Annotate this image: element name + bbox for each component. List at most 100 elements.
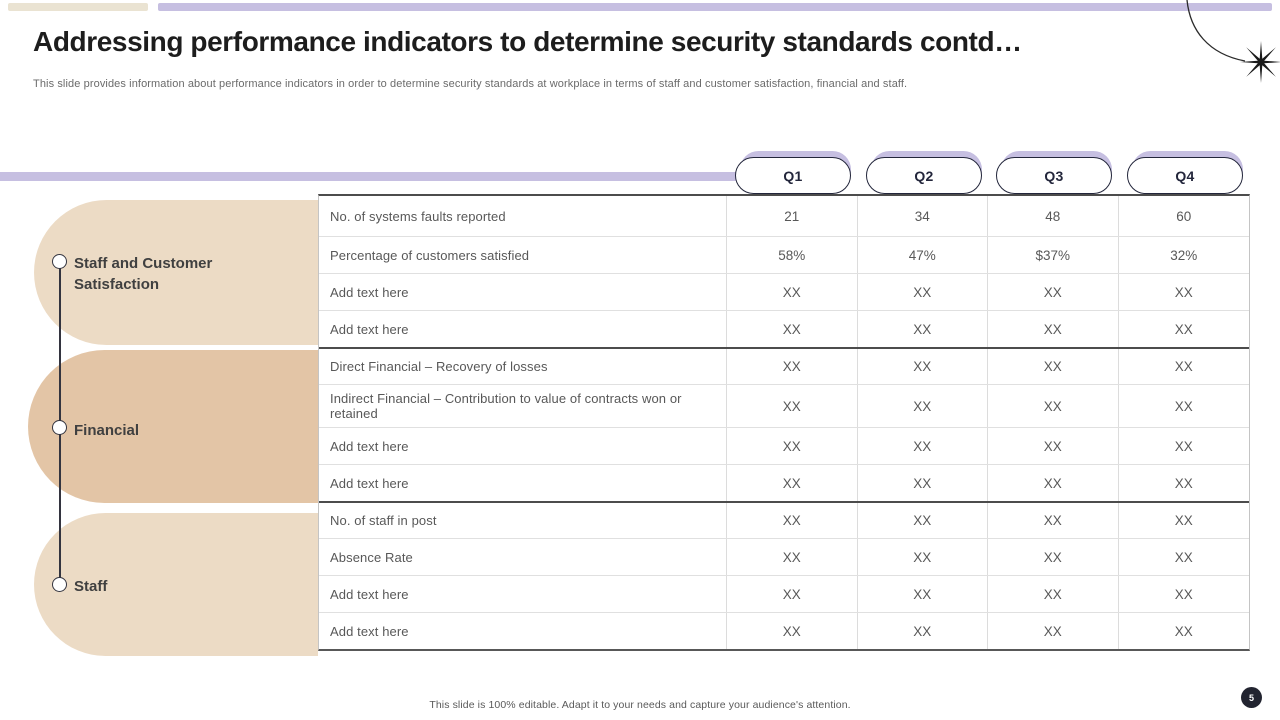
kpi-table: No. of systems faults reported 21 34 48 60 Pe… (318, 194, 1250, 651)
row-label-cell: Add text here (319, 428, 727, 464)
value-cell: XX (858, 465, 988, 501)
quarter-label: Q1 (735, 157, 851, 194)
value-cell: XX (988, 576, 1119, 612)
timeline-connector-line (0, 172, 748, 181)
row-label-cell: Add text here (319, 311, 727, 347)
value-cell: XX (1174, 475, 1193, 491)
category-label-staff-customer: Staff and Customer Satisfaction (74, 255, 213, 293)
quarter-label: Q2 (866, 157, 982, 194)
value-cell: XX (1174, 623, 1193, 639)
row-label-cell: Add text here (319, 274, 727, 310)
value-cell: 60 (1176, 208, 1192, 224)
page-number-badge: 5 (1241, 687, 1262, 708)
value-cell: XX (727, 349, 858, 384)
value-cell: XX (988, 613, 1119, 649)
category-marker-circle (52, 254, 67, 269)
value-cell: XX (727, 503, 858, 538)
category-shape-staff (34, 513, 318, 656)
table-row: Indirect Financial – Contribution to val… (319, 384, 1249, 427)
table-row: Add text here XX XX XX XX (319, 575, 1249, 612)
row-label-cell: Indirect Financial – Contribution to val… (319, 385, 727, 427)
table-row: Absence Rate XX XX XX XX (319, 538, 1249, 575)
value-cell: XX (727, 539, 858, 575)
value-cell: 47% (858, 237, 988, 273)
value-cell: XX (988, 465, 1119, 501)
value-cell: XX (988, 503, 1119, 538)
row-label-cell: Direct Financial – Recovery of losses (319, 349, 727, 384)
category-label-staff: Staff (74, 578, 108, 595)
table-row: No. of systems faults reported 21 34 48 60 (319, 196, 1249, 236)
value-cell: XX (858, 539, 988, 575)
value-cell: 34 (858, 196, 988, 236)
value-cell: XX (727, 385, 858, 427)
value-cell: XX (988, 428, 1119, 464)
starburst-decoration (1186, 0, 1280, 83)
value-cell: XX (988, 311, 1119, 347)
table-row: Direct Financial – Recovery of losses XX X… (319, 347, 1249, 384)
value-cell: XX (1174, 438, 1193, 454)
value-cell: XX (1174, 513, 1193, 528)
value-cell: XX (858, 274, 988, 310)
row-label-cell: No. of staff in post (319, 503, 727, 538)
top-accent-beige-bar (8, 3, 148, 11)
value-cell: XX (1174, 284, 1193, 300)
quarter-label: Q3 (996, 157, 1112, 194)
value-cell: XX (1174, 586, 1193, 602)
page-subtitle: This slide provides information about pe… (33, 78, 908, 90)
starburst-icon (1240, 41, 1280, 83)
quarter-label: Q4 (1127, 157, 1243, 194)
value-cell: XX (727, 311, 858, 347)
value-cell: XX (1174, 549, 1193, 565)
quarter-pill-q3: Q3 (996, 151, 1112, 194)
row-label-cell: Add text here (319, 465, 727, 501)
table-row: Add text here XX XX XX XX (319, 427, 1249, 464)
value-cell: XX (988, 274, 1119, 310)
category-marker-circle (52, 420, 67, 435)
category-shape-financial (28, 350, 318, 503)
quarter-pill-q1: Q1 (735, 151, 851, 194)
table-row: No. of staff in post XX XX XX XX (319, 501, 1249, 538)
value-cell: 21 (727, 196, 858, 236)
value-cell: XX (988, 349, 1119, 384)
value-cell: XX (727, 613, 858, 649)
value-cell: XX (1174, 359, 1193, 374)
value-cell: XX (1174, 398, 1193, 414)
value-cell: XX (727, 576, 858, 612)
value-cell: 48 (988, 196, 1119, 236)
value-cell: XX (727, 465, 858, 501)
value-cell: 58% (727, 237, 858, 273)
value-cell: XX (858, 613, 988, 649)
table-row: Percentage of customers satisfied 58% 47% $… (319, 236, 1249, 273)
value-cell: 32% (1170, 247, 1198, 263)
value-cell: XX (988, 385, 1119, 427)
value-cell: XX (727, 428, 858, 464)
row-label-cell: Add text here (319, 613, 727, 649)
quarter-pill-q4: Q4 (1127, 151, 1243, 194)
value-cell: XX (858, 385, 988, 427)
page-title: Addressing performance indicators to det… (33, 26, 1022, 57)
value-cell: XX (858, 503, 988, 538)
table-row: Add text here XX XX XX XX (319, 273, 1249, 310)
row-label-cell: Percentage of customers satisfied (319, 237, 727, 273)
value-cell: XX (858, 349, 988, 384)
table-row: Add text here XX XX XX XX (319, 464, 1249, 501)
table-row: Add text here XX XX XX XX (319, 612, 1249, 649)
row-label-cell: Add text here (319, 576, 727, 612)
value-cell: XX (727, 274, 858, 310)
value-cell: XX (858, 428, 988, 464)
value-cell: XX (858, 311, 988, 347)
value-cell: XX (858, 576, 988, 612)
category-marker-circle (52, 577, 67, 592)
row-label-cell: No. of systems faults reported (319, 196, 727, 236)
category-label-financial: Financial (74, 422, 140, 439)
value-cell: XX (988, 539, 1119, 575)
value-cell: XX (1174, 321, 1193, 337)
footer-note: This slide is 100% editable. Adapt it to… (429, 699, 851, 711)
quarter-pill-q2: Q2 (866, 151, 982, 194)
arc-line-icon (1186, 0, 1246, 62)
category-shape-staff-customer (34, 200, 318, 345)
table-row: Add text here XX XX XX XX (319, 310, 1249, 347)
value-cell: $37% (988, 237, 1119, 273)
top-accent-lavender-bar (158, 3, 1272, 11)
